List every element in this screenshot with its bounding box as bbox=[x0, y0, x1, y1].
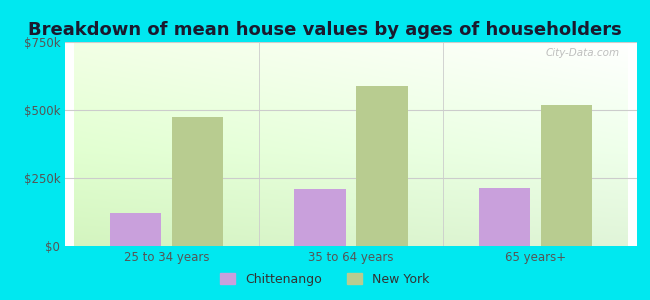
Bar bbox=[478, 188, 530, 246]
Bar bbox=[356, 85, 408, 246]
Text: City-Data.com: City-Data.com bbox=[546, 48, 620, 58]
Bar bbox=[110, 213, 161, 246]
Bar bbox=[541, 105, 592, 246]
Legend: Chittenango, New York: Chittenango, New York bbox=[215, 268, 435, 291]
Text: Breakdown of mean house values by ages of householders: Breakdown of mean house values by ages o… bbox=[28, 21, 622, 39]
Bar bbox=[172, 117, 224, 246]
Bar bbox=[294, 189, 346, 246]
